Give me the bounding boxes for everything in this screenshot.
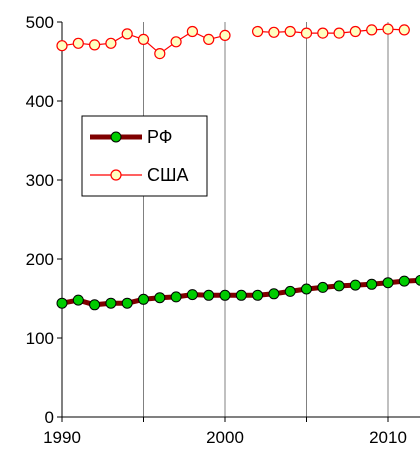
data-point-1 [56, 40, 68, 52]
x-tick-label: 1990 [43, 428, 81, 447]
data-point-0 [170, 291, 182, 303]
data-point-1 [72, 37, 84, 49]
y-tick-label: 100 [26, 329, 54, 348]
data-point-0 [415, 274, 420, 286]
data-point-1 [398, 24, 410, 36]
grid-lines [143, 22, 389, 417]
series-line-1 [257, 28, 405, 34]
data-point-0 [333, 280, 345, 292]
data-point-0 [186, 289, 198, 301]
data-point-0 [268, 288, 280, 300]
y-tick-label: 400 [26, 92, 54, 111]
x-tick-label: 2010 [369, 428, 407, 447]
data-point-0 [235, 289, 247, 301]
data-point-1 [88, 39, 101, 51]
data-point-0 [349, 279, 361, 291]
y-tick-label: 500 [26, 13, 54, 32]
data-point-0 [317, 281, 329, 293]
data-point-1 [333, 27, 345, 39]
data-point-1 [349, 25, 361, 38]
data-point-1 [219, 29, 231, 42]
legend-label-rf: РФ [147, 127, 173, 147]
data-point-1 [268, 26, 280, 38]
data-point-0 [301, 283, 312, 295]
legend-marker-usa [110, 169, 122, 181]
y-axis-ticks: 0 100 200 300 400 500 [26, 13, 62, 427]
data-point-1 [317, 27, 329, 39]
y-tick-label: 300 [26, 171, 54, 190]
data-point-1 [186, 25, 198, 38]
data-point-0 [203, 289, 215, 301]
legend-box [81, 115, 208, 197]
data-point-0 [154, 292, 166, 304]
data-point-0 [219, 289, 231, 301]
data-point-0 [366, 278, 378, 290]
data-point-0 [105, 297, 117, 309]
data-point-1 [284, 25, 296, 38]
data-point-1 [252, 25, 264, 38]
data-point-0 [252, 289, 264, 301]
data-point-0 [284, 285, 296, 297]
data-point-1 [121, 28, 133, 40]
data-point-0 [138, 293, 149, 305]
data-point-1 [382, 23, 394, 35]
data-point-0 [398, 275, 410, 287]
data-point-1 [170, 36, 182, 48]
data-point-1 [105, 37, 117, 49]
data-point-1 [154, 47, 166, 60]
legend: РФ США [81, 115, 208, 197]
y-tick-label: 200 [26, 250, 54, 269]
axes [61, 22, 420, 418]
data-point-1 [300, 27, 313, 39]
x-tick-label: 2000 [206, 428, 244, 447]
data-point-0 [56, 297, 68, 309]
data-point-0 [121, 297, 133, 309]
data-point-0 [72, 294, 84, 306]
data-point-0 [89, 299, 101, 311]
data-series [56, 23, 420, 311]
x-axis-ticks: 1990 2000 2010 [43, 417, 407, 447]
data-point-1 [137, 33, 150, 46]
y-tick-label: 0 [45, 408, 54, 427]
data-point-0 [382, 277, 394, 289]
legend-marker-rf [110, 131, 122, 143]
data-point-1 [366, 24, 378, 36]
legend-label-usa: США [147, 165, 189, 185]
data-point-1 [203, 33, 215, 46]
